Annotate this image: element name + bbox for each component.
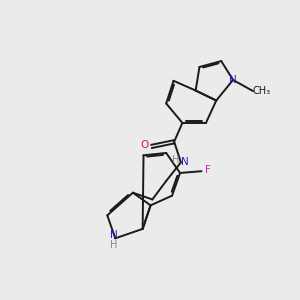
Text: N: N <box>181 158 188 167</box>
Text: H: H <box>172 155 179 165</box>
Text: N: N <box>229 75 237 85</box>
Text: O: O <box>141 140 149 150</box>
Text: N: N <box>110 230 118 240</box>
Text: H: H <box>110 240 118 250</box>
Text: F: F <box>205 165 211 175</box>
Text: CH₃: CH₃ <box>253 86 271 96</box>
